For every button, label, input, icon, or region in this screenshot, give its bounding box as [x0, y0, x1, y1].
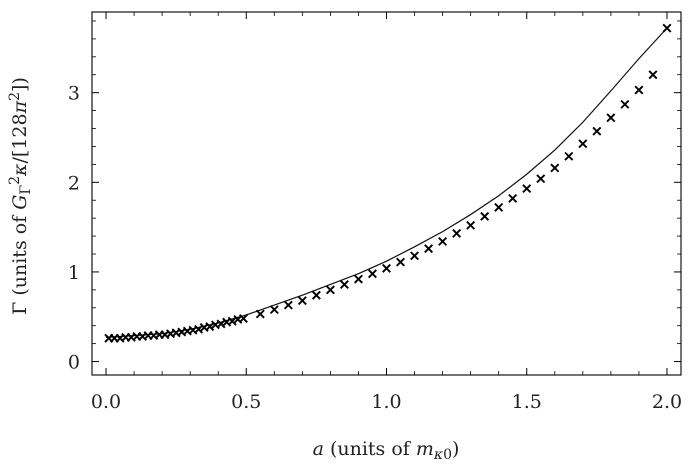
y-tick-label: 0 [68, 352, 80, 374]
data-point [606, 113, 616, 123]
data-point [620, 99, 630, 109]
data-point [522, 184, 532, 194]
data-point [311, 290, 321, 300]
data-point [368, 269, 377, 279]
data-point [564, 151, 574, 161]
y-tick-label: 2 [68, 172, 80, 194]
fit-line-layer [105, 27, 668, 338]
data-point [269, 305, 279, 315]
x-tick-label: 1.5 [512, 391, 542, 413]
data-point [494, 202, 504, 212]
data-point [508, 193, 518, 203]
x-ticks: 0.0 0.5 1.0 1.5 2.0 [91, 12, 682, 413]
x-tick-label: 2.0 [652, 391, 682, 413]
data-point [283, 300, 293, 310]
x-tick-label: 0.0 [91, 391, 121, 413]
data-point [396, 257, 405, 267]
data-point [550, 163, 560, 173]
y-axis-label: Γ (units of GΓ2κ/[128π2]) [7, 77, 34, 315]
x-tick-label: 1.0 [371, 391, 401, 413]
data-point [297, 296, 307, 306]
data-point [634, 85, 644, 95]
data-point [662, 23, 672, 33]
y-ticks: 0 1 2 3 [68, 20, 681, 374]
data-point [382, 263, 391, 273]
data-point [255, 309, 265, 319]
data-point [578, 139, 588, 149]
y-tick-label: 3 [68, 83, 80, 105]
data-point [592, 126, 602, 136]
data-point [480, 211, 490, 221]
x-tick-label: 0.5 [231, 391, 261, 413]
y-tick-label: 1 [68, 262, 80, 284]
data-point [410, 251, 420, 261]
data-point [339, 280, 349, 289]
data-point [466, 220, 476, 230]
x-axis-label: a (units of mκ0) [313, 438, 460, 463]
data-point [424, 244, 434, 254]
data-point [536, 174, 546, 184]
data-point [438, 236, 448, 246]
fit-line [105, 27, 668, 338]
marker-layer [104, 23, 672, 343]
data-point [353, 274, 363, 284]
data-point [452, 228, 462, 238]
plot-frame [91, 11, 682, 376]
data-point [648, 70, 658, 80]
data-point [325, 285, 335, 295]
data-point [238, 314, 248, 324]
